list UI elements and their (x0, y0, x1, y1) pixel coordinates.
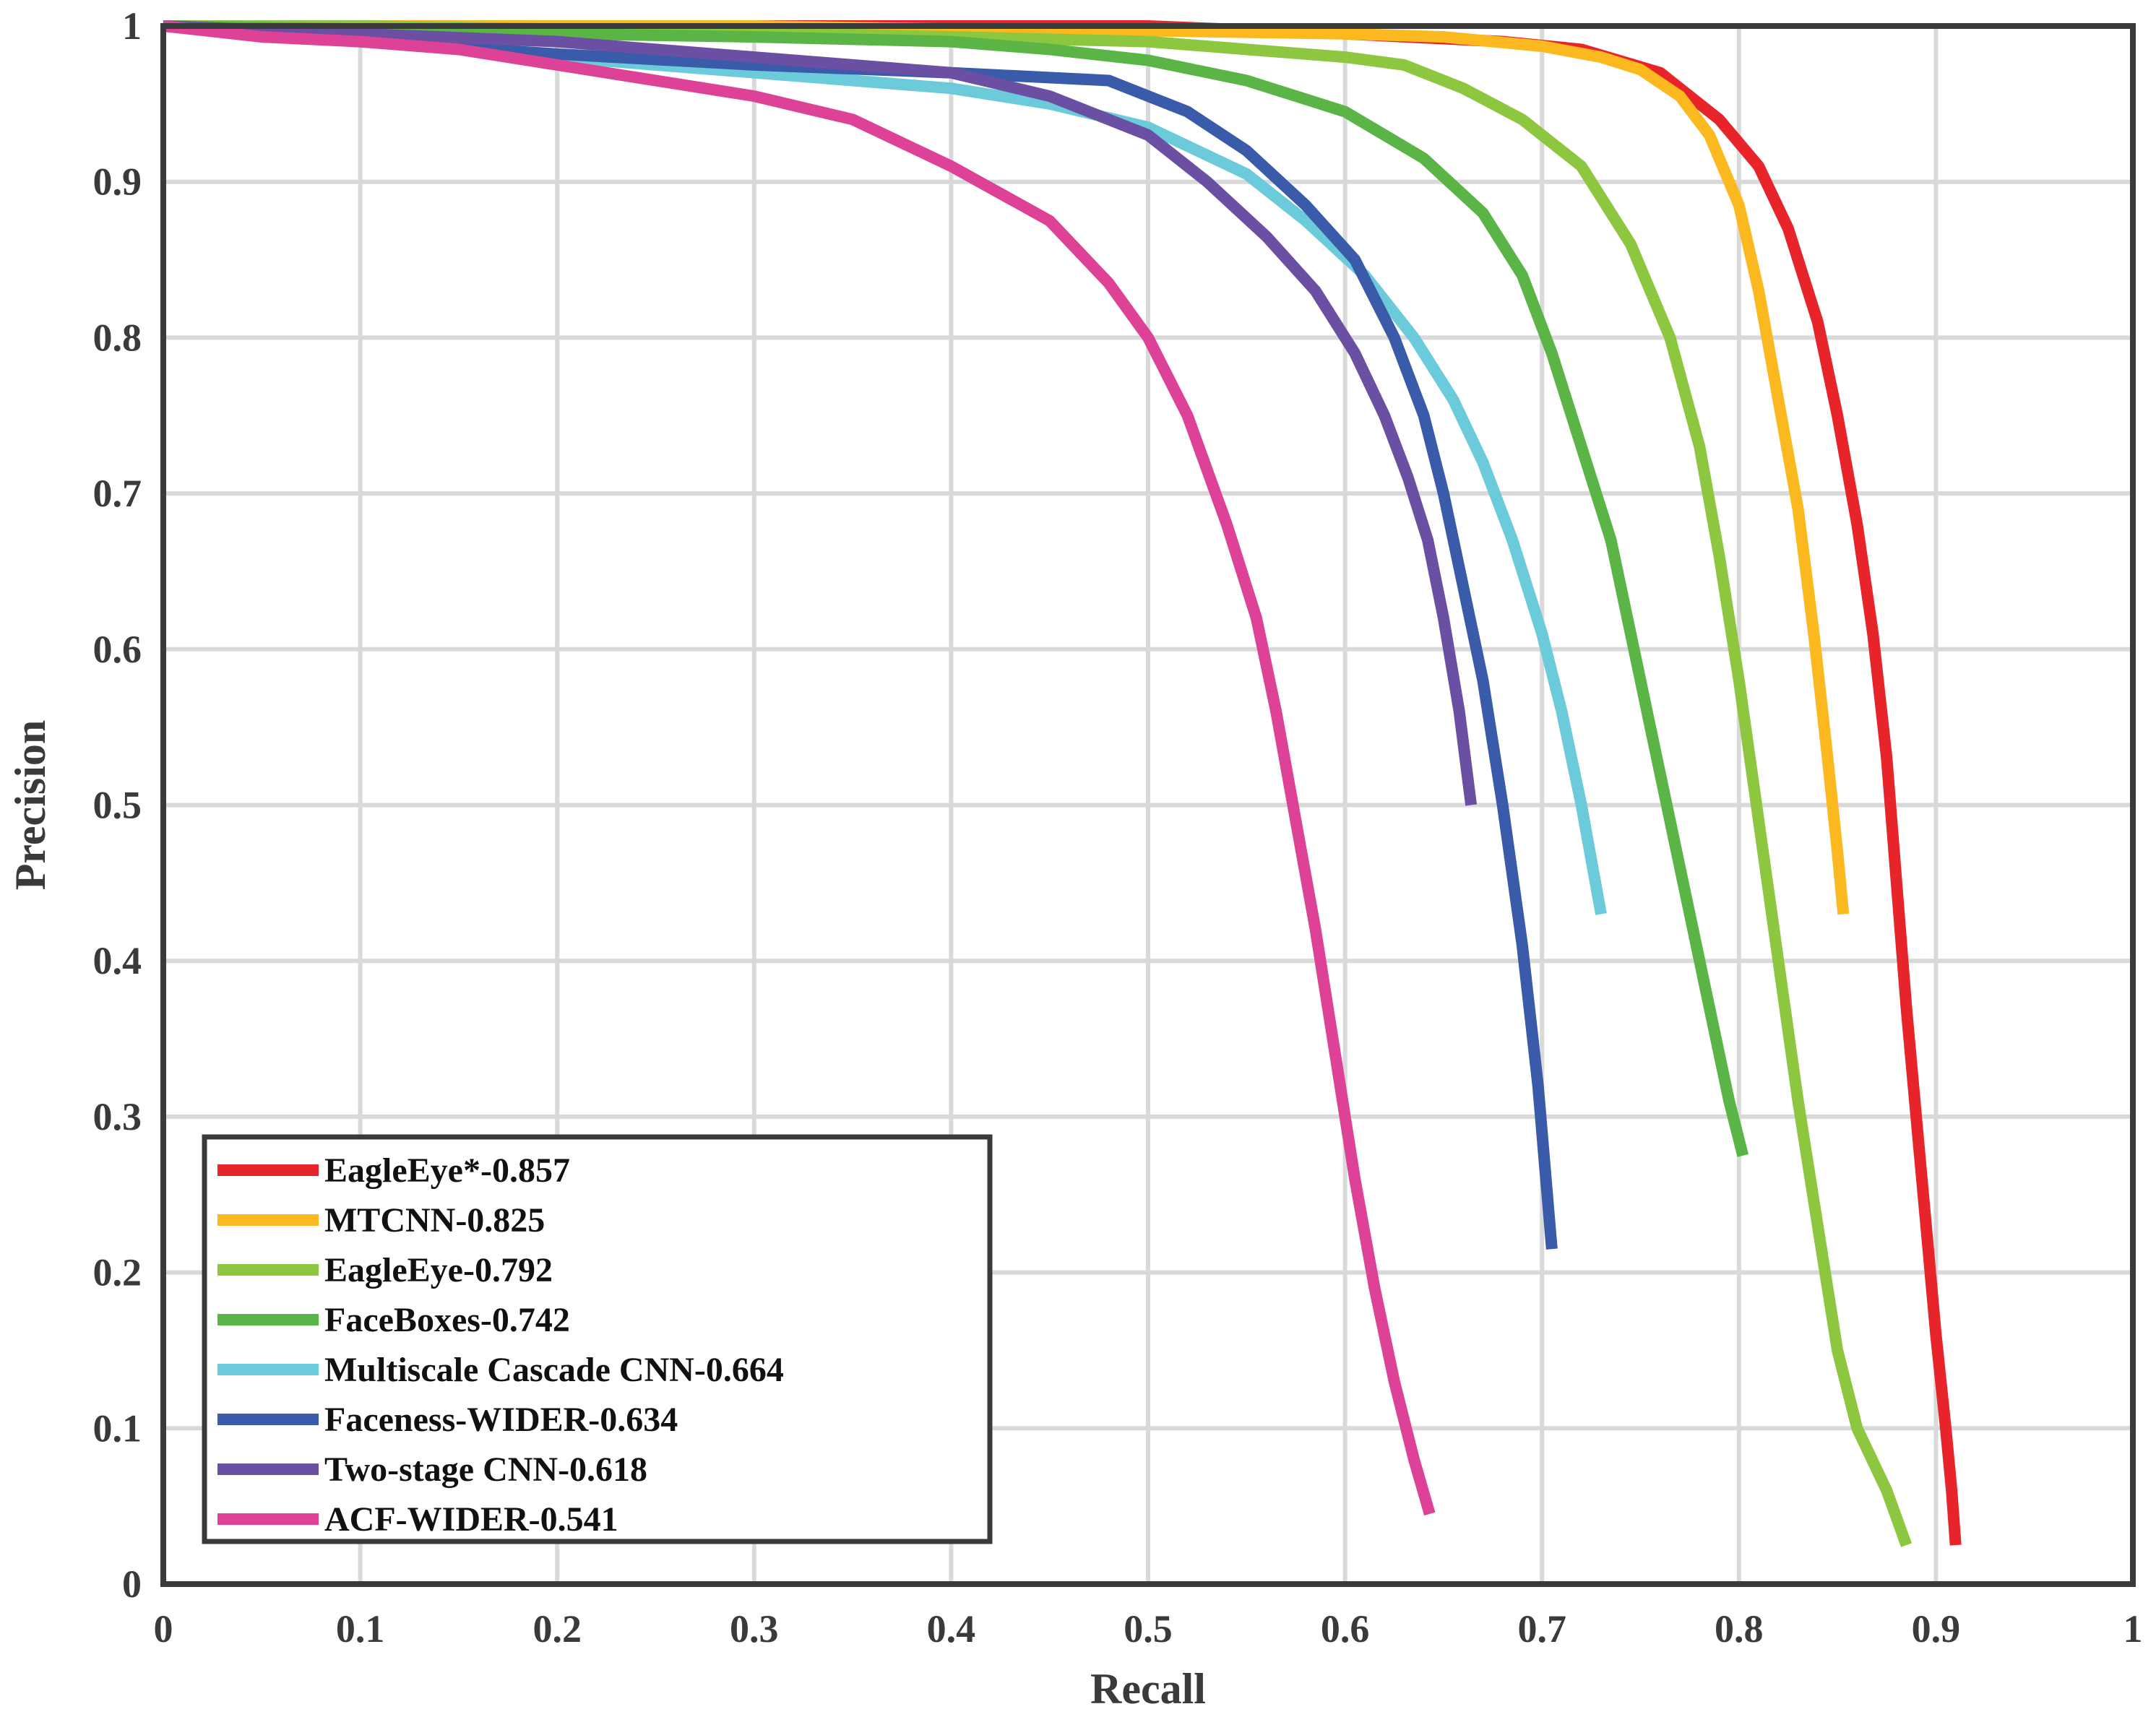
legend-items: EagleEye*-0.857 MTCNN-0.825 EagleEye-0.792… (217, 1151, 784, 1539)
x-tick-label: 0.6 (1321, 1607, 1370, 1651)
series-line-7 (163, 20, 1478, 806)
y-tick-labels: 0 0.1 0.2 0.3 0.4 0.5 0.6 0.7 0.8 0.9 1 (93, 4, 142, 1606)
y-tick-label: 0.4 (93, 939, 142, 982)
y-tick-label: 0.5 (93, 784, 142, 827)
legend-box (202, 1134, 993, 1544)
series-line-5 (163, 20, 1607, 915)
y-tick-label: 0 (122, 1562, 142, 1606)
legend-label-3: EagleEye-0.792 (324, 1251, 553, 1289)
y-tick-label: 1 (122, 4, 142, 48)
y-tick-label: 0.8 (93, 316, 142, 359)
legend-label-4: FaceBoxes-0.742 (324, 1301, 570, 1339)
y-tick-label: 0.2 (93, 1251, 142, 1294)
x-tick-labels: 0 0.1 0.2 0.3 0.4 0.5 0.6 0.7 0.8 0.9 1 (154, 1607, 2143, 1651)
series-line-4 (163, 20, 1749, 1157)
legend-label-7: Two-stage CNN-0.618 (324, 1450, 647, 1489)
x-tick-label: 0.1 (336, 1607, 385, 1651)
x-tick-label: 1 (2123, 1607, 2143, 1651)
legend-label-2: MTCNN-0.825 (324, 1201, 545, 1240)
y-tick-label: 0.6 (93, 628, 142, 671)
legend-label-1: EagleEye*-0.857 (324, 1151, 570, 1190)
x-tick-label: 0 (154, 1607, 173, 1651)
series-line-6 (163, 20, 1558, 1250)
x-tick-label: 0.4 (927, 1607, 976, 1651)
y-tick-label: 0.1 (93, 1406, 142, 1450)
y-tick-label: 0.7 (93, 472, 142, 515)
plot-frame (160, 23, 2136, 1587)
y-tick-label: 0.3 (93, 1095, 142, 1138)
x-tick-label: 0.8 (1715, 1607, 1764, 1651)
x-tick-label: 0.2 (532, 1607, 582, 1651)
series-line-8 (163, 20, 1436, 1516)
y-axis-title: Precision (7, 720, 54, 891)
legend-label-6: Faceness-WIDER-0.634 (324, 1401, 678, 1439)
x-tick-label: 0.7 (1517, 1607, 1566, 1651)
x-tick-label: 0.3 (730, 1607, 779, 1651)
y-tick-label: 0.9 (93, 160, 142, 204)
x-tick-label: 0.5 (1124, 1607, 1173, 1651)
legend: EagleEye*-0.857 MTCNN-0.825 EagleEye-0.792… (202, 1134, 993, 1544)
x-tick-label: 0.9 (1912, 1607, 1961, 1651)
legend-label-8: ACF-WIDER-0.541 (324, 1500, 618, 1539)
legend-label-5: Multiscale Cascade CNN-0.664 (324, 1351, 784, 1389)
x-axis-title: Recall (1090, 1665, 1206, 1713)
